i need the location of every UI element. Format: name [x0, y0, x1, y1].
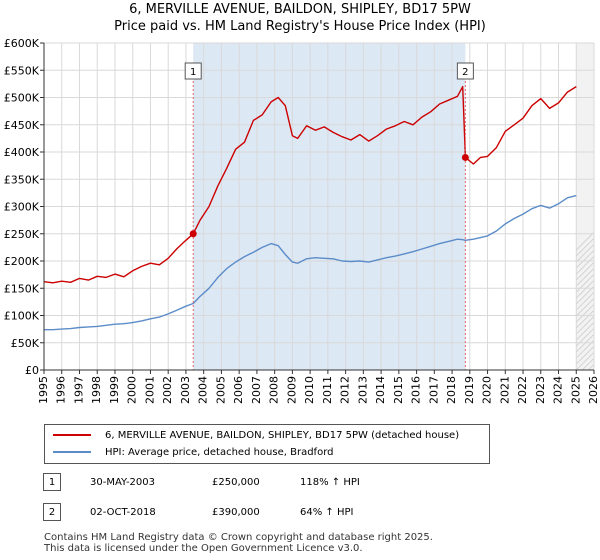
sale-label: 1: [190, 67, 196, 78]
sale-label-box: [456, 62, 474, 80]
x-tick-label: 2015: [392, 376, 405, 404]
chart-legend: 6, MERVILLE AVENUE, BAILDON, SHIPLEY, BD…: [44, 424, 490, 464]
attribution-line-2: This data is licensed under the Open Gov…: [44, 543, 363, 554]
hpi-line: [44, 194, 577, 331]
x-tick-label: 2007: [250, 376, 263, 404]
y-tick-label: £600K: [4, 37, 40, 50]
legend-item-property: 6, MERVILLE AVENUE, BAILDON, SHIPLEY, BD…: [53, 427, 459, 443]
y-tick-label: £500K: [4, 92, 40, 105]
sale-point: [189, 230, 197, 238]
y-tick-label: £400K: [4, 146, 40, 159]
x-tick-label: 2004: [197, 376, 210, 404]
sale-point: [461, 153, 469, 161]
x-tick-label: 2010: [303, 376, 316, 404]
legend-item-hpi: HPI: Average price, detached house, Brad…: [53, 444, 333, 460]
transaction-row: 2 02-OCT-2018 £390,000 64% ↑ HPI: [0, 502, 600, 522]
x-tick-label: 2023: [534, 376, 547, 404]
chart-subtitle: Price paid vs. HM Land Registry's House …: [114, 19, 486, 34]
y-tick-label: £200K: [4, 255, 40, 268]
x-tick-label: 2002: [161, 376, 174, 404]
chart-title: 6, MERVILLE AVENUE, BAILDON, SHIPLEY, BD…: [129, 2, 471, 17]
x-tick-label: 2026: [587, 376, 600, 404]
x-tick-label: 2025: [569, 376, 582, 404]
sale-label: 2: [462, 67, 468, 78]
x-tick-label: 1997: [72, 376, 85, 404]
y-tick-label: £550K: [4, 64, 40, 77]
x-tick-label: 2017: [427, 376, 440, 404]
x-tick-label: 2009: [285, 376, 298, 404]
x-tick-label: 2003: [179, 376, 192, 404]
x-tick-label: 2016: [410, 376, 423, 404]
transaction-hpi-change: 64% ↑ HPI: [300, 506, 354, 518]
x-tick-label: 2014: [374, 376, 387, 404]
x-tick-label: 2001: [143, 376, 156, 404]
x-tick-label: 2021: [498, 376, 511, 404]
legend-swatch-hpi: [53, 451, 91, 453]
transaction-date: 30-MAY-2003: [90, 476, 156, 488]
legend-swatch-property: [53, 434, 91, 436]
property-price-line: [43, 85, 577, 284]
price-chart: 1 2 £0 £50K £100K £150K £200K £250K £300K £350K £…: [4, 37, 600, 404]
x-tick-label: 2011: [321, 376, 334, 404]
transaction-number-badge: 1: [43, 473, 61, 491]
y-tick-label: £250K: [4, 228, 40, 241]
x-tick-label: 2000: [126, 376, 139, 404]
transaction-row: 1 30-MAY-2003 £250,000 118% ↑ HPI: [0, 472, 600, 492]
x-tick-label: 1999: [108, 376, 121, 404]
future-hatch: [593, 369, 594, 370]
x-tick-label: 1998: [90, 376, 103, 404]
transaction-price: £250,000: [212, 476, 260, 488]
x-tick-label: 2022: [516, 376, 529, 404]
transaction-number-badge: 2: [43, 503, 61, 521]
y-tick-label: £0: [25, 364, 39, 377]
x-tick-label: 1996: [55, 376, 68, 404]
transaction-price: £390,000: [212, 506, 260, 518]
y-tick-label: £450K: [4, 119, 40, 132]
attribution-line-1: Contains HM Land Registry data © Crown c…: [44, 532, 433, 543]
transaction-hpi-change: 118% ↑ HPI: [300, 476, 360, 488]
legend-label-property: 6, MERVILLE AVENUE, BAILDON, SHIPLEY, BD…: [105, 429, 460, 441]
x-tick-label: 2013: [356, 376, 369, 404]
x-tick-label: 2006: [232, 376, 245, 404]
attribution-footer: Contains HM Land Registry data © Crown c…: [44, 532, 433, 554]
y-tick-label: £100K: [4, 310, 40, 323]
y-tick-label: £350K: [4, 173, 40, 186]
x-tick-label: 2008: [268, 376, 281, 404]
x-tick-label: 2020: [481, 376, 494, 404]
sale-label-box: [184, 62, 202, 80]
x-tick-label: 2024: [552, 376, 565, 404]
y-tick-label: £300K: [4, 201, 40, 214]
y-tick-label: £50K: [11, 337, 40, 350]
x-tick-label: 2012: [339, 376, 352, 404]
transaction-date: 02-OCT-2018: [90, 506, 156, 518]
y-tick-label: £150K: [4, 282, 40, 295]
x-tick-label: 2018: [445, 376, 458, 404]
x-tick-label: 2005: [214, 376, 227, 404]
legend-label-hpi: HPI: Average price, detached house, Brad…: [105, 446, 334, 458]
x-tick-label: 1995: [37, 376, 50, 404]
x-tick-label: 2019: [463, 376, 476, 404]
